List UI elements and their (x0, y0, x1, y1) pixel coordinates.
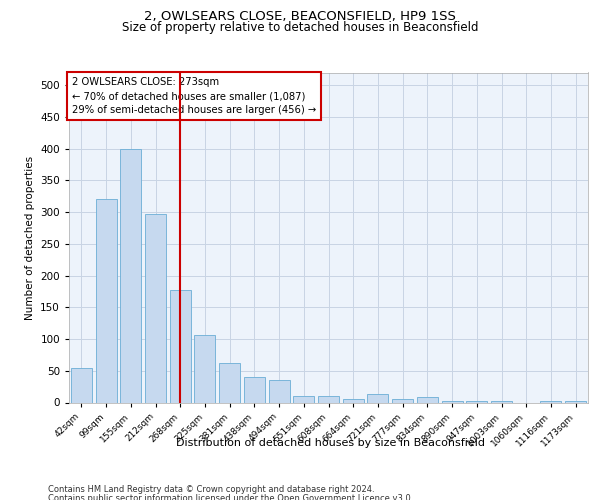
Bar (120, 148, 141, 402)
Bar (318, 396, 339, 402)
Bar (244, 377, 265, 402)
Text: Contains public sector information licensed under the Open Government Licence v3: Contains public sector information licen… (48, 494, 413, 500)
Bar (491, 401, 512, 402)
Bar (170, 290, 191, 403)
Bar (392, 400, 413, 402)
Bar (442, 400, 463, 402)
Bar (417, 398, 438, 402)
Text: Distribution of detached houses by size in Beaconsfield: Distribution of detached houses by size … (176, 438, 485, 448)
Bar (71, 368, 92, 402)
Bar (367, 394, 388, 402)
Text: 2, OWLSEARS CLOSE, BEACONSFIELD, HP9 1SS: 2, OWLSEARS CLOSE, BEACONSFIELD, HP9 1SS (144, 10, 456, 23)
Bar (269, 380, 290, 402)
Bar (194, 334, 215, 402)
Bar (219, 362, 240, 403)
Text: 2 OWLSEARS CLOSE: 273sqm
← 70% of detached houses are smaller (1,087)
29% of sem: 2 OWLSEARS CLOSE: 273sqm ← 70% of detach… (71, 78, 316, 116)
Bar (95, 200, 116, 402)
Bar (565, 400, 586, 402)
Bar (343, 400, 364, 402)
Bar (293, 396, 314, 402)
Bar (145, 214, 166, 402)
Bar (541, 401, 562, 402)
Bar (466, 400, 487, 402)
Text: Contains HM Land Registry data © Crown copyright and database right 2024.: Contains HM Land Registry data © Crown c… (48, 485, 374, 494)
Text: Size of property relative to detached houses in Beaconsfield: Size of property relative to detached ho… (122, 22, 478, 35)
Y-axis label: Number of detached properties: Number of detached properties (25, 156, 35, 320)
